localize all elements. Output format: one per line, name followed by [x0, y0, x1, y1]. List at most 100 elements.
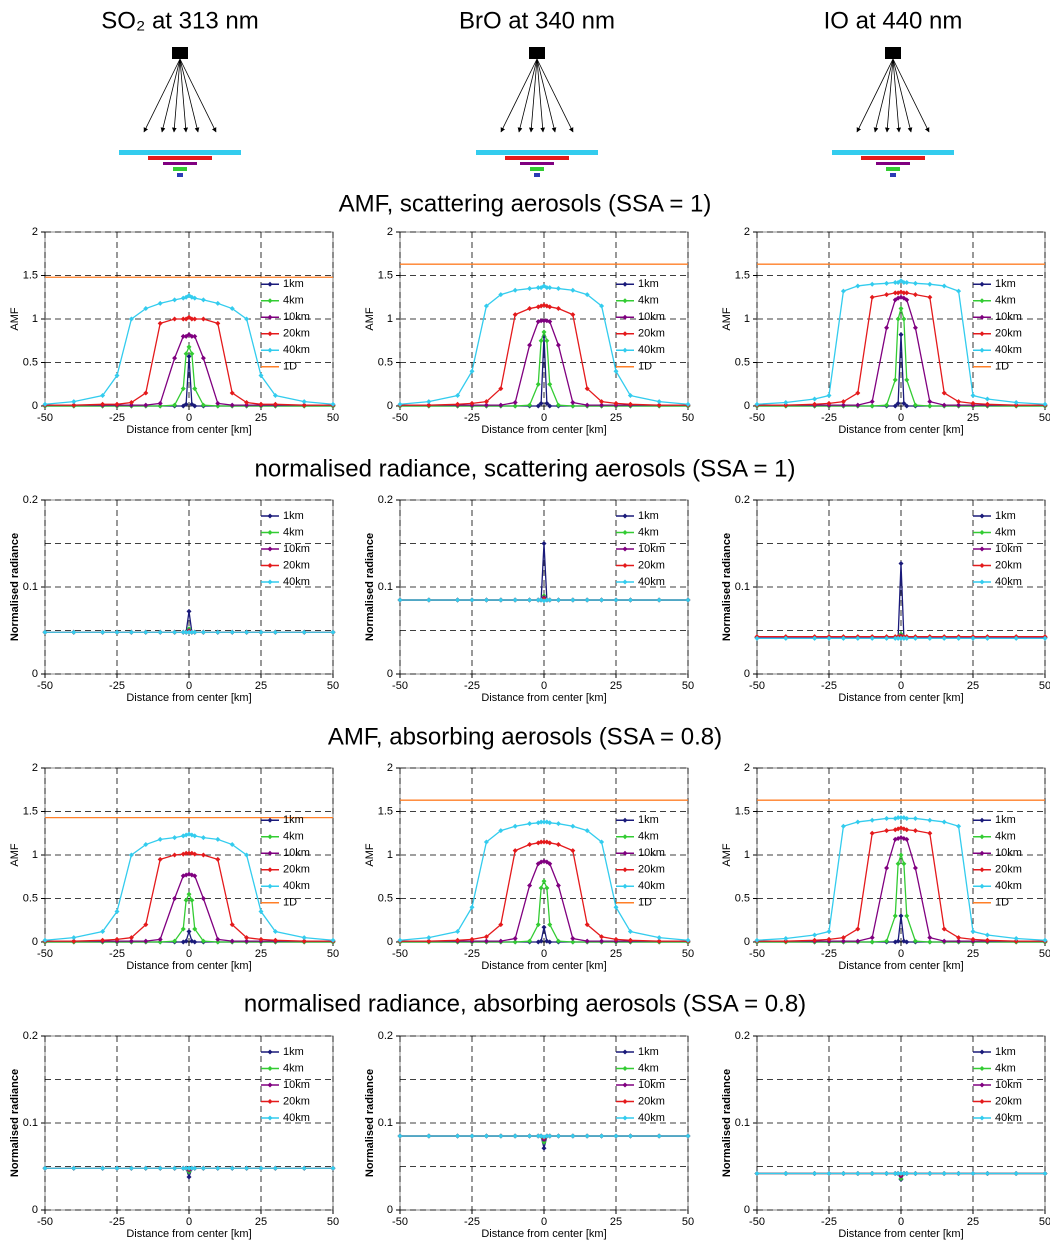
data-point [898, 306, 904, 312]
x-axis-label: Distance from center [km] [126, 692, 251, 704]
legend-marker [979, 298, 985, 304]
data-point [100, 929, 106, 935]
legend-marker [622, 546, 628, 552]
y-axis-label: AMF [721, 307, 733, 331]
data-point [627, 597, 633, 603]
legend-label: 4km [283, 526, 304, 538]
data-point [855, 402, 861, 408]
legend-marker [622, 1115, 628, 1121]
data-point [71, 629, 77, 635]
legend-label: 20km [283, 1095, 310, 1107]
legend-label: 20km [638, 864, 665, 876]
data-point [956, 935, 962, 941]
data-point [656, 597, 662, 603]
data-point [192, 833, 198, 839]
data-point [114, 401, 120, 407]
data-point [229, 629, 235, 635]
data-point [555, 402, 561, 408]
data-point [840, 1170, 846, 1176]
data-point [840, 938, 846, 944]
data-point [538, 400, 544, 406]
x-tick-label: 50 [1039, 680, 1050, 692]
data-point [244, 402, 250, 408]
legend-marker [979, 331, 985, 337]
y-tick-label: 2 [744, 226, 750, 238]
data-point [192, 333, 198, 339]
legend-label: 4km [995, 1062, 1016, 1074]
data-point [956, 399, 962, 405]
data-point [970, 1170, 976, 1176]
data-point [527, 882, 533, 888]
data-point [157, 400, 163, 406]
data-point [901, 400, 907, 406]
data-point [547, 939, 553, 945]
data-point [258, 401, 264, 407]
column-title: IO at 440 nm [824, 7, 963, 34]
x-tick-label: -50 [37, 680, 53, 692]
data-point [100, 1165, 106, 1171]
legend-label: 4km [638, 1062, 659, 1074]
data-point [685, 1133, 691, 1139]
data-point [143, 306, 149, 312]
ray [856, 58, 894, 133]
data-point [483, 402, 489, 408]
data-point [892, 635, 898, 641]
y-tick-label: 0 [32, 668, 38, 680]
data-point [71, 399, 77, 405]
legend-label: 1D [638, 897, 652, 909]
legend-label: 1km [995, 1046, 1016, 1058]
data-point [544, 597, 550, 603]
legend-label: 40km [638, 576, 665, 588]
data-point [627, 929, 633, 935]
data-point [941, 402, 947, 408]
data-point [898, 1176, 904, 1182]
data-point [613, 904, 619, 910]
legend-label: 1km [283, 814, 304, 826]
y-tick-label: 0.5 [23, 356, 38, 368]
y-tick-label: 0 [387, 400, 393, 412]
data-point [426, 938, 432, 944]
ray [536, 58, 546, 133]
data-point [555, 306, 561, 312]
legend-label: 40km [283, 344, 310, 356]
x-tick-label: 25 [967, 412, 979, 424]
x-axis-label: Distance from center [km] [481, 960, 606, 972]
data-point [570, 312, 576, 318]
data-point [189, 333, 195, 339]
legend-label: 1km [283, 278, 304, 290]
y-tick-label: 0.1 [378, 581, 393, 593]
data-point [192, 403, 198, 409]
x-tick-label: -25 [821, 1216, 837, 1228]
data-point [535, 285, 541, 291]
legend-label: 10km [995, 1079, 1022, 1091]
y-axis-label: AMF [721, 843, 733, 867]
data-point [826, 929, 832, 935]
data-point [215, 320, 221, 326]
data-point [570, 400, 576, 406]
legend-label: 1km [638, 1046, 659, 1058]
data-point [143, 402, 149, 408]
y-axis-label: AMF [9, 843, 21, 867]
y-tick-label: 0.5 [378, 892, 393, 904]
data-point [904, 290, 910, 296]
data-point [869, 281, 875, 287]
data-point [555, 821, 561, 827]
data-point [826, 635, 832, 641]
data-point [898, 332, 904, 338]
x-tick-label: -25 [821, 680, 837, 692]
data-point [826, 393, 832, 399]
data-point [941, 390, 947, 396]
data-point [301, 402, 307, 408]
data-point [840, 823, 846, 829]
legend-label: 4km [638, 831, 659, 843]
data-point [912, 402, 918, 408]
data-point [555, 286, 561, 292]
chart: 0 0.5 1 1.5 2 -50 -25 0 25 50 Distance from center… [364, 762, 694, 972]
data-point [783, 400, 789, 406]
data-point [469, 904, 475, 910]
data-point [901, 290, 907, 296]
legend-label: 10km [995, 311, 1022, 323]
data-point [912, 280, 918, 286]
legend-marker [622, 347, 628, 353]
data-point [128, 402, 134, 408]
